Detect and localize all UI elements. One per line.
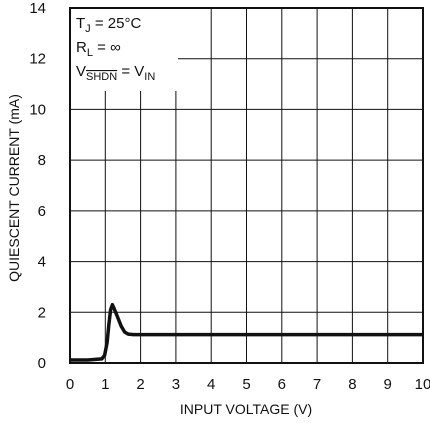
x-tick-label: 2 [136,376,144,393]
y-tick-label: 0 [38,355,46,372]
y-axis-label: QUIESCENT CURRENT (mA) [6,94,22,282]
x-tick-label: 9 [384,376,392,393]
annotation-tj: TJ = 25°C [76,15,141,35]
x-tick-label: 3 [172,376,180,393]
y-tick-label: 10 [29,101,46,118]
annotation-background [71,8,178,91]
x-tick-label: 10 [415,376,430,393]
x-tick-label: 1 [101,376,109,393]
annotation-vshdn: VSHDN = VIN [76,63,155,83]
y-tick-label: 4 [38,254,46,271]
y-tick-label: 14 [29,0,46,17]
plot-frame [69,7,424,364]
y-tick-label: 8 [38,152,46,169]
annotation-rl: RL = ∞ [76,39,121,59]
x-tick-label: 6 [278,376,286,393]
x-tick-label: 4 [207,376,215,393]
x-axis-label: INPUT VOLTAGE (V) [180,401,312,417]
y-tick-label: 12 [29,51,46,68]
y-tick-label: 2 [38,304,46,321]
series-line-0 [70,302,423,362]
x-tick-label: 5 [242,376,250,393]
y-tick-label: 6 [38,203,46,220]
x-tick-label: 7 [313,376,321,393]
x-tick-label: 8 [348,376,356,393]
annotation-box: TJ = 25°C RL = ∞ VSHDN = VIN [71,8,178,91]
x-tick-label: 0 [66,376,74,393]
series-layer [70,302,423,362]
